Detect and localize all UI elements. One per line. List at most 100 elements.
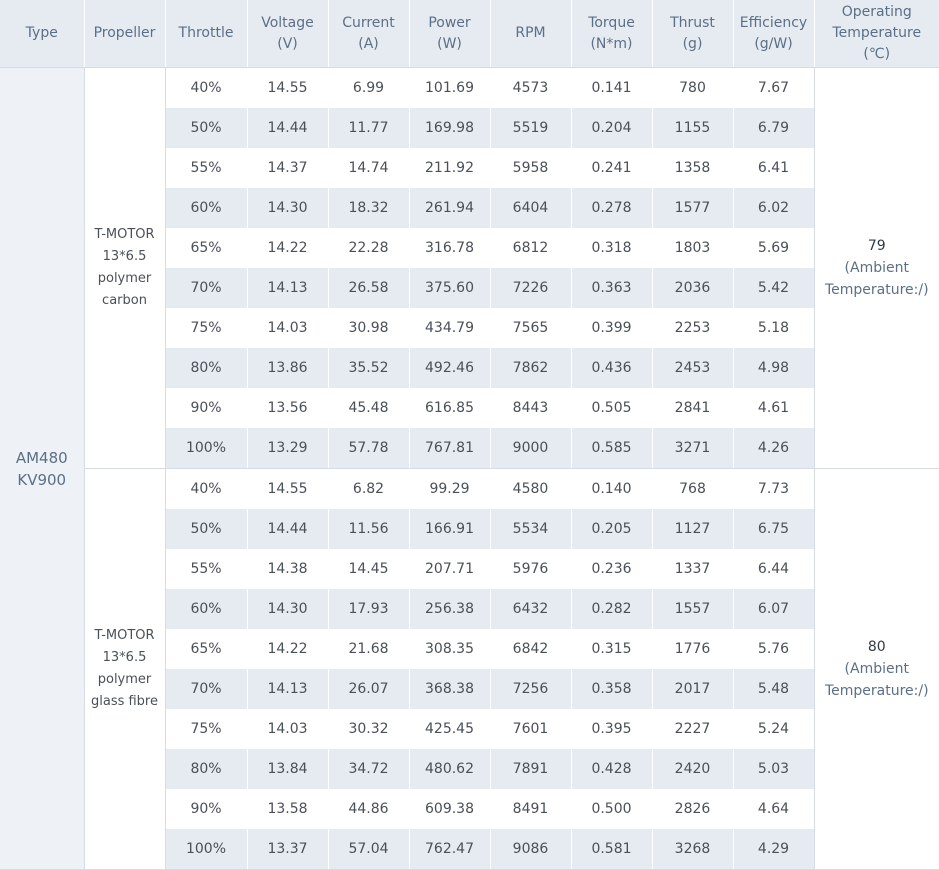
text-line: Operating: [817, 2, 938, 23]
text-line: (N*m): [574, 34, 650, 55]
cell-efficiency: 4.61: [733, 388, 814, 428]
cell-thrust: 2826: [652, 789, 733, 829]
cell-current: 34.72: [328, 749, 409, 789]
cell-current: 21.68: [328, 629, 409, 669]
cell-torque: 0.236: [571, 549, 652, 589]
text-line: KV900: [0, 469, 84, 491]
cell-throttle: 75%: [165, 709, 247, 749]
cell-voltage: 14.30: [247, 188, 328, 228]
cell-current: 11.77: [328, 108, 409, 148]
cell-throttle: 80%: [165, 348, 247, 388]
column-header-voltage: Voltage(V): [247, 0, 328, 68]
cell-efficiency: 6.75: [733, 509, 814, 549]
cell-voltage: 13.37: [247, 829, 328, 870]
temperature-value: 79: [815, 235, 939, 257]
cell-torque: 0.241: [571, 148, 652, 188]
text-line: Torque: [574, 13, 650, 34]
cell-voltage: 14.44: [247, 509, 328, 549]
temperature-value: 80: [815, 636, 939, 658]
cell-thrust: 1776: [652, 629, 733, 669]
cell-torque: 0.358: [571, 669, 652, 709]
cell-power: 375.60: [409, 268, 490, 308]
cell-voltage: 13.58: [247, 789, 328, 829]
text-line: (A): [331, 34, 407, 55]
cell-power: 434.79: [409, 308, 490, 348]
cell-current: 14.74: [328, 148, 409, 188]
cell-voltage: 13.29: [247, 428, 328, 469]
text-line: RPM: [493, 23, 569, 44]
text-line: T-MOTOR: [85, 224, 165, 246]
cell-throttle: 40%: [165, 68, 247, 109]
text-line: Efficiency: [736, 13, 812, 34]
cell-voltage: 14.22: [247, 629, 328, 669]
cell-current: 26.07: [328, 669, 409, 709]
cell-voltage: 14.13: [247, 669, 328, 709]
cell-thrust: 780: [652, 68, 733, 109]
cell-throttle: 100%: [165, 428, 247, 469]
cell-voltage: 13.84: [247, 749, 328, 789]
cell-power: 261.94: [409, 188, 490, 228]
text-line: polymer: [85, 669, 165, 691]
column-header-power: Power(W): [409, 0, 490, 68]
cell-thrust: 1358: [652, 148, 733, 188]
cell-power: 211.92: [409, 148, 490, 188]
cell-current: 44.86: [328, 789, 409, 829]
text-line: AM480: [0, 447, 84, 469]
cell-power: 425.45: [409, 709, 490, 749]
cell-power: 169.98: [409, 108, 490, 148]
cell-throttle: 75%: [165, 308, 247, 348]
cell-thrust: 2017: [652, 669, 733, 709]
cell-rpm: 7862: [490, 348, 571, 388]
cell-efficiency: 4.26: [733, 428, 814, 469]
column-header-rpm: RPM: [490, 0, 571, 68]
cell-current: 45.48: [328, 388, 409, 428]
cell-rpm: 7601: [490, 709, 571, 749]
cell-voltage: 14.55: [247, 68, 328, 109]
cell-rpm: 9086: [490, 829, 571, 870]
cell-efficiency: 5.69: [733, 228, 814, 268]
cell-thrust: 768: [652, 469, 733, 510]
cell-efficiency: 7.73: [733, 469, 814, 510]
text-line: Type: [2, 23, 82, 44]
cell-power: 101.69: [409, 68, 490, 109]
cell-thrust: 2036: [652, 268, 733, 308]
cell-power: 368.38: [409, 669, 490, 709]
column-header-current: Current(A): [328, 0, 409, 68]
cell-rpm: 7226: [490, 268, 571, 308]
cell-power: 308.35: [409, 629, 490, 669]
cell-torque: 0.278: [571, 188, 652, 228]
cell-efficiency: 6.41: [733, 148, 814, 188]
cell-rpm: 6812: [490, 228, 571, 268]
cell-thrust: 2227: [652, 709, 733, 749]
text-line: Temperature: [817, 23, 938, 44]
cell-efficiency: 5.03: [733, 749, 814, 789]
cell-torque: 0.500: [571, 789, 652, 829]
cell-voltage: 14.44: [247, 108, 328, 148]
cell-throttle: 65%: [165, 228, 247, 268]
cell-thrust: 1557: [652, 589, 733, 629]
cell-torque: 0.282: [571, 589, 652, 629]
cell-rpm: 4580: [490, 469, 571, 510]
cell-voltage: 13.56: [247, 388, 328, 428]
cell-torque: 0.204: [571, 108, 652, 148]
text-line: (g): [655, 34, 731, 55]
column-header-torque: Torque(N*m): [571, 0, 652, 68]
text-line: (V): [250, 34, 326, 55]
cell-power: 256.38: [409, 589, 490, 629]
cell-thrust: 3268: [652, 829, 733, 870]
cell-torque: 0.318: [571, 228, 652, 268]
text-line: carbon: [85, 290, 165, 312]
cell-thrust: 3271: [652, 428, 733, 469]
cell-power: 762.47: [409, 829, 490, 870]
cell-throttle: 60%: [165, 589, 247, 629]
cell-throttle: 50%: [165, 108, 247, 148]
cell-rpm: 8443: [490, 388, 571, 428]
cell-rpm: 6432: [490, 589, 571, 629]
cell-throttle: 60%: [165, 188, 247, 228]
